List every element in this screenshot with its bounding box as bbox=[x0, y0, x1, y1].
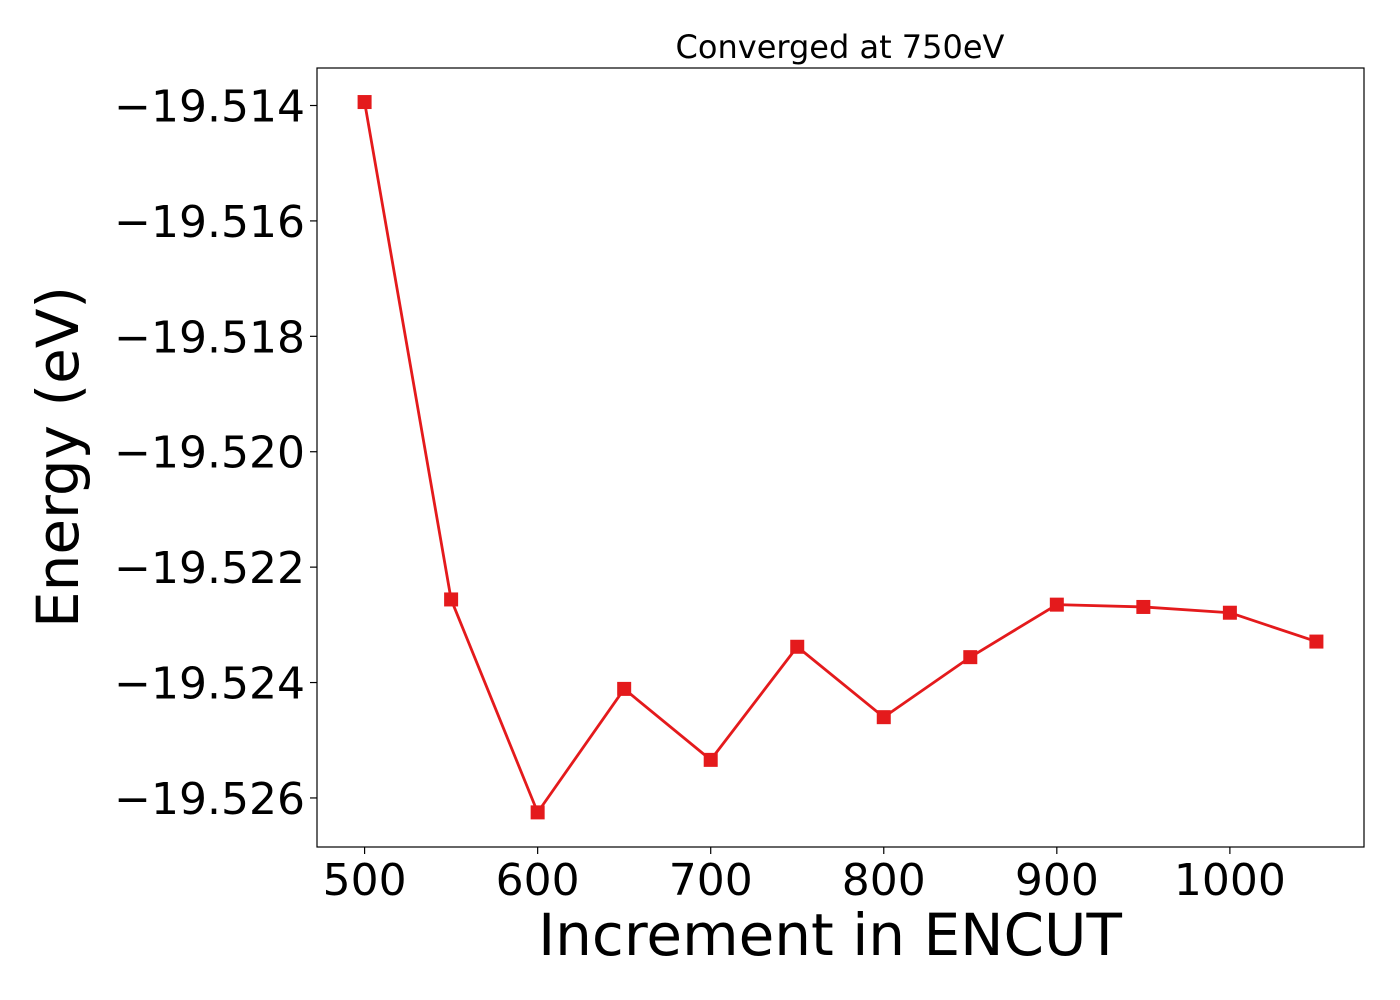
x-tick-label: 500 bbox=[323, 855, 407, 906]
data-point-marker bbox=[790, 639, 805, 654]
data-point-marker bbox=[1222, 605, 1237, 620]
y-tick-label: −19.524 bbox=[114, 659, 305, 710]
x-tick-label: 900 bbox=[1015, 855, 1099, 906]
x-tick-label: 1000 bbox=[1174, 855, 1286, 906]
data-point-marker bbox=[617, 681, 632, 696]
x-tick-label: 700 bbox=[669, 855, 753, 906]
x-tick-label: 600 bbox=[496, 855, 580, 906]
chart-title: Converged at 750eV bbox=[676, 28, 1005, 66]
data-point-marker bbox=[357, 95, 372, 110]
plot-frame bbox=[316, 67, 1365, 848]
y-tick-label: −19.522 bbox=[114, 543, 305, 594]
y-tick-label: −19.516 bbox=[114, 197, 305, 248]
y-tick-label: −19.514 bbox=[114, 82, 305, 133]
y-tick-label: −19.520 bbox=[114, 428, 305, 479]
data-point-marker bbox=[1049, 597, 1064, 612]
data-point-marker bbox=[703, 752, 718, 767]
data-point-marker bbox=[530, 805, 545, 820]
y-tick-label: −19.518 bbox=[114, 312, 305, 363]
data-point-marker bbox=[876, 710, 891, 725]
data-point-marker bbox=[963, 650, 978, 665]
plot-area: 500 600 700 800 900 1000 −19.514 −19.516 −19.518… bbox=[114, 67, 1365, 906]
y-tick-label: −19.526 bbox=[114, 774, 305, 825]
x-axis-title: Increment in ENCUT bbox=[538, 901, 1122, 969]
data-point-marker bbox=[444, 592, 459, 607]
y-axis-title: Energy (eV) bbox=[24, 286, 92, 628]
data-point-marker bbox=[1136, 599, 1151, 614]
x-tick-label: 800 bbox=[842, 855, 926, 906]
series-line bbox=[363, 101, 1317, 814]
data-point-marker bbox=[1309, 634, 1324, 649]
